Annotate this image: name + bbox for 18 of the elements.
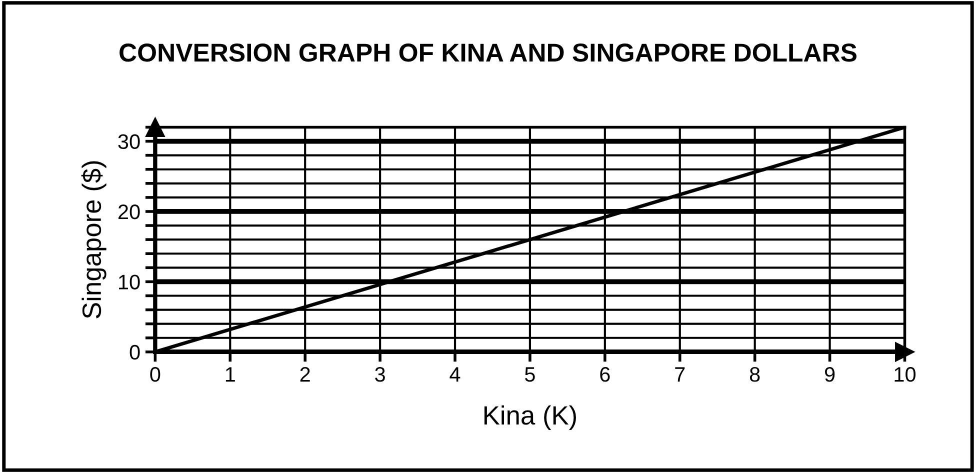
y-tick-label: 30: [118, 134, 140, 150]
x-tick-label: 0: [150, 367, 160, 382]
x-tick-label: 3: [375, 367, 385, 382]
x-tick-label: 9: [824, 367, 835, 382]
x-tick-label: 1: [226, 367, 235, 382]
x-tick-label: 2: [300, 367, 310, 382]
x-tick-label: 8: [750, 367, 760, 382]
chart-title: CONVERSION GRAPH OF KINA AND SINGAPORE DOLLARS: [120, 44, 856, 62]
x-tick-label: 5: [525, 367, 535, 382]
x-tick-label: 6: [600, 367, 610, 382]
y-tick-label: 10: [119, 274, 140, 290]
x-tick-label: 10: [894, 367, 916, 382]
x-tick-label: 7: [675, 367, 685, 382]
x-axis-title: Kina (K): [484, 405, 576, 430]
y-axis-title: Singapore ($): [81, 161, 106, 318]
y-tick-label: 0: [130, 344, 140, 360]
y-tick-label: 20: [118, 204, 140, 220]
x-tick-label: 4: [450, 367, 460, 382]
